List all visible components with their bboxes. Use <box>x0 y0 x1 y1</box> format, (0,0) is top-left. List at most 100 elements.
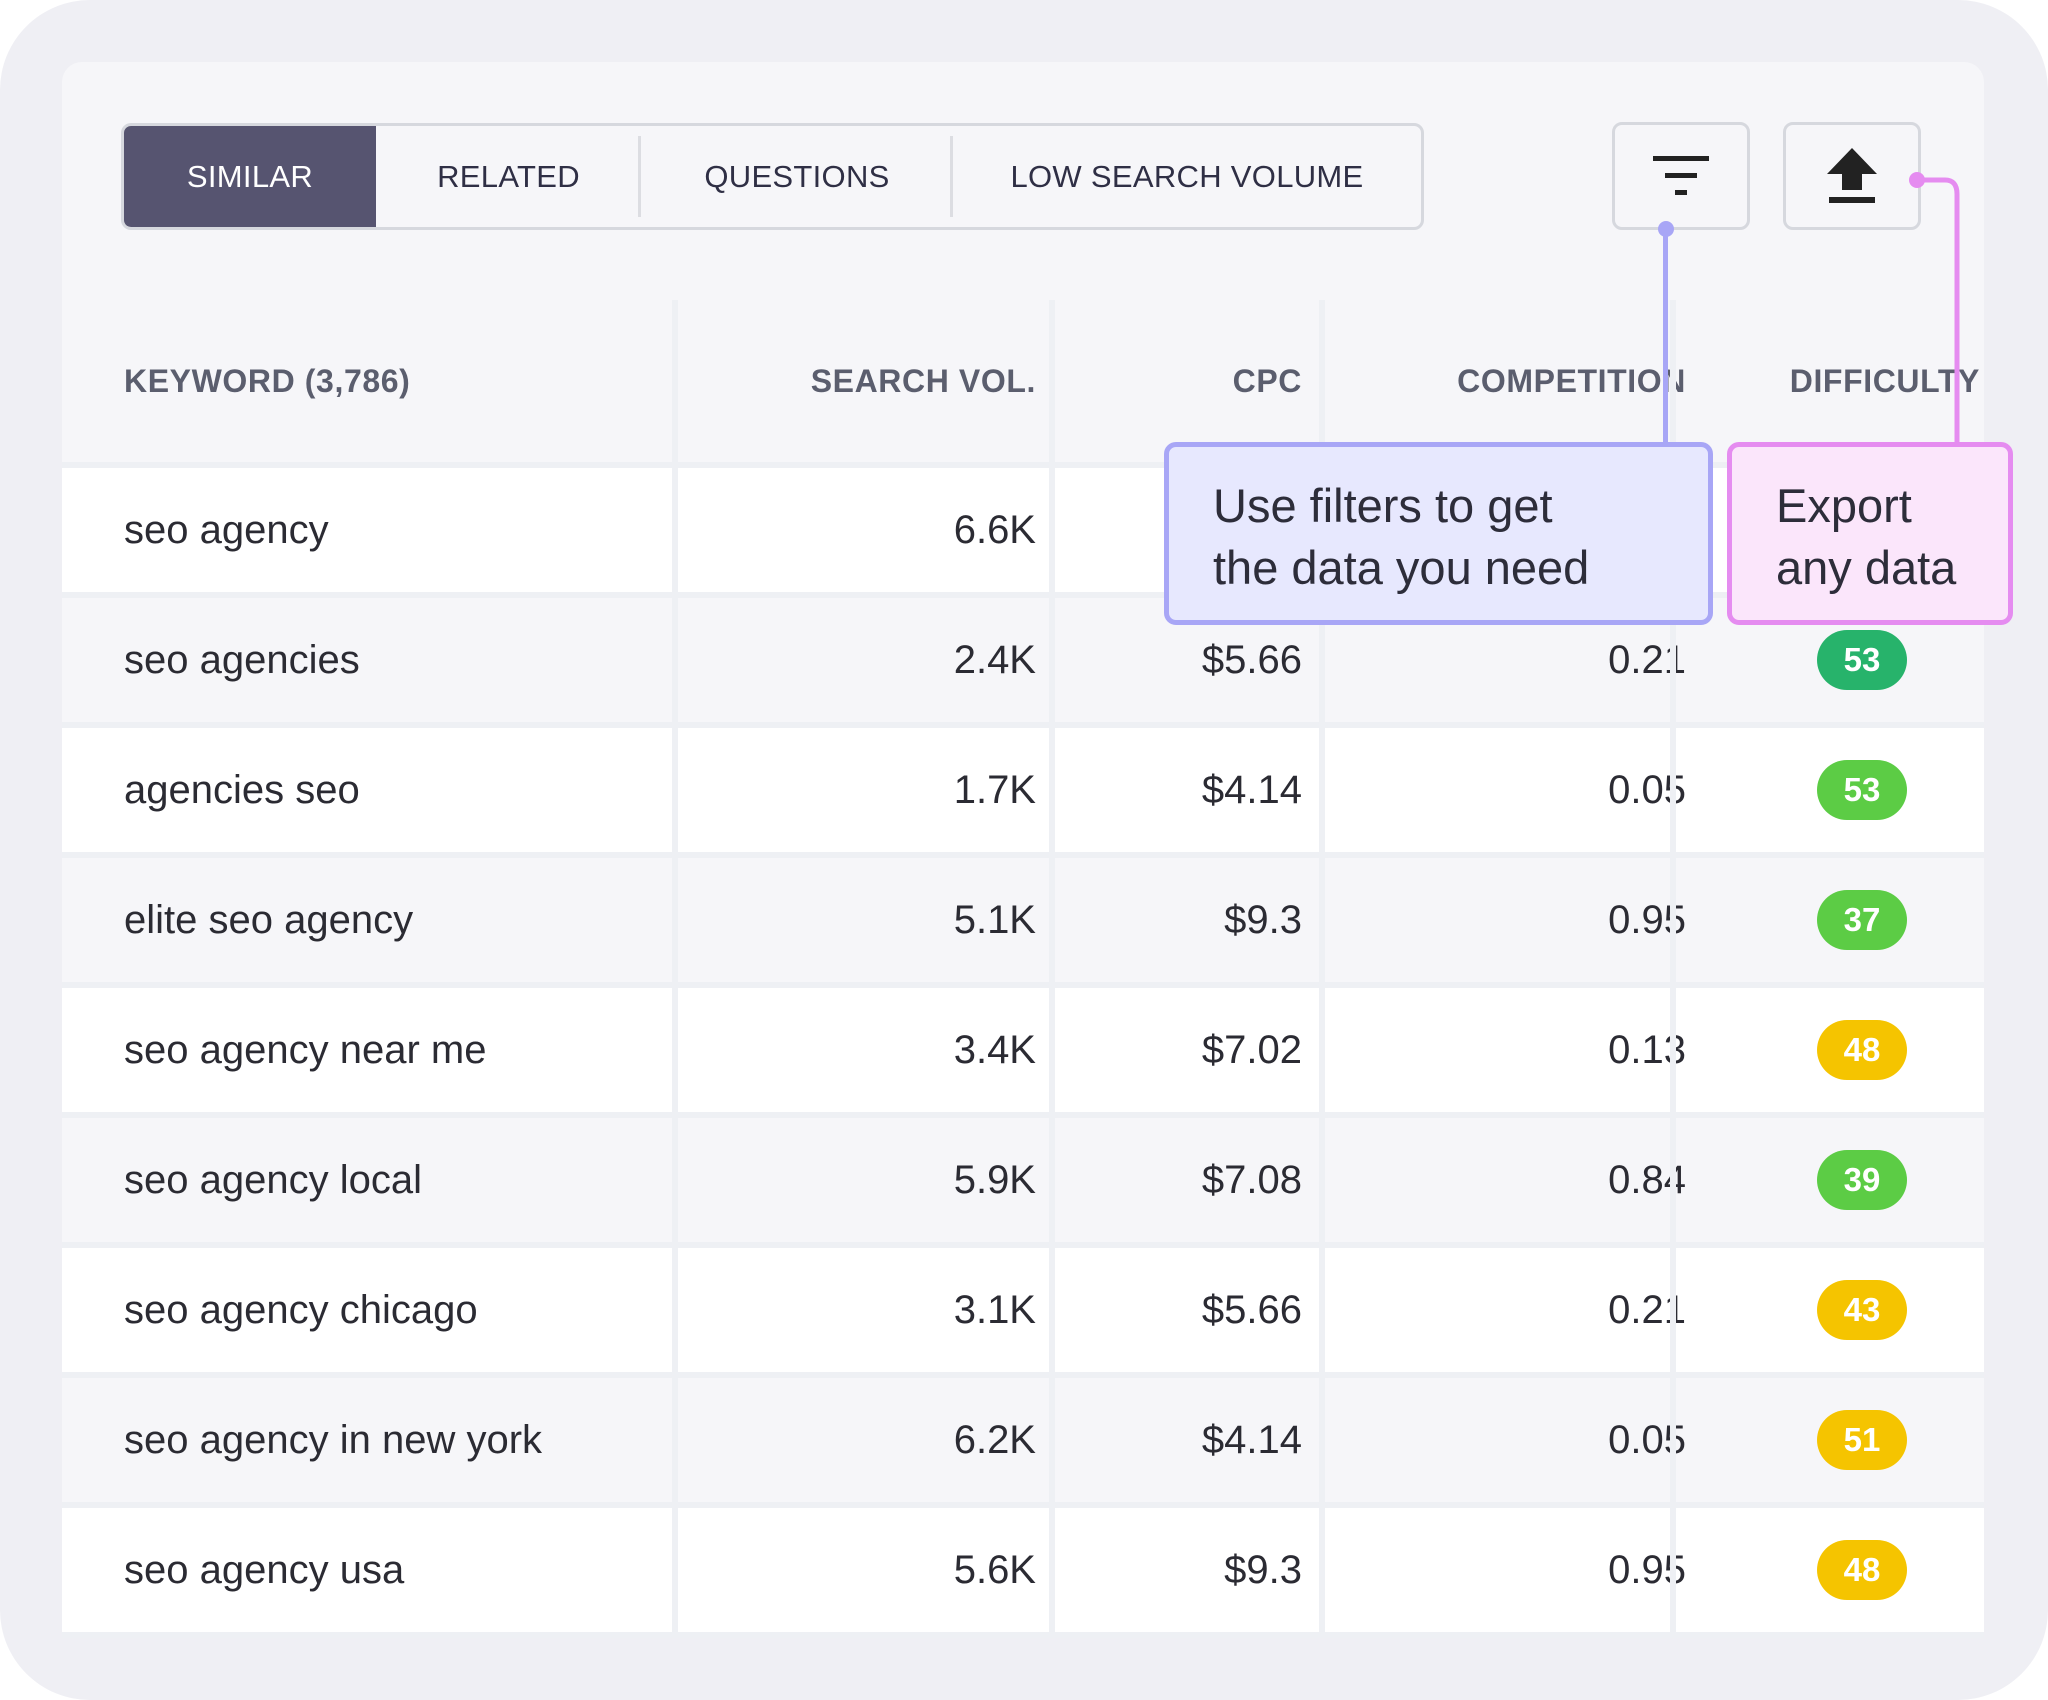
difficulty-badge: 48 <box>1817 1540 1907 1600</box>
difficulty-badge: 48 <box>1817 1020 1907 1080</box>
column-divider <box>1319 1508 1325 1632</box>
column-divider <box>1319 1118 1325 1242</box>
cpc-cell: $5.66 <box>1201 1287 1302 1332</box>
cpc-cell: $7.02 <box>1201 1027 1302 1072</box>
keyword-table: KEYWORD (3,786) SEARCH VOL. CPC COMPETIT… <box>62 300 1984 1638</box>
tab-similar-label: SIMILAR <box>186 158 314 194</box>
header-competition[interactable]: COMPETITION <box>1457 362 1686 399</box>
cpc-cell: $7.08 <box>1201 1157 1302 1202</box>
difficulty-badge: 51 <box>1817 1410 1907 1470</box>
column-divider <box>1049 468 1055 592</box>
keyword-cell[interactable]: elite seo agency <box>124 897 414 942</box>
competition-cell: 0.13 <box>1608 1027 1686 1072</box>
table-row[interactable]: agencies seo 1.7K $4.14 0.05 53 <box>62 728 1984 858</box>
column-divider <box>1670 1378 1676 1502</box>
header-difficulty[interactable]: DIFFICULTY <box>1789 362 1980 399</box>
cpc-cell: $5.66 <box>1201 637 1302 682</box>
search-vol-cell: 6.6K <box>953 507 1036 552</box>
competition-cell: 0.84 <box>1608 1157 1686 1202</box>
column-divider <box>672 728 678 852</box>
difficulty-badge: 39 <box>1817 1150 1907 1210</box>
keyword-cell[interactable]: seo agency <box>124 507 329 552</box>
filter-tooltip: Use filters to get the data you need <box>1164 442 1713 625</box>
table-row[interactable]: seo agency near me 3.4K $7.02 0.13 48 <box>62 988 1984 1118</box>
tab-low-search-volume-label: LOW SEARCH VOLUME <box>1010 158 1364 194</box>
keyword-cell[interactable]: seo agency usa <box>124 1547 405 1592</box>
export-tooltip-line2: any data <box>1776 541 1957 594</box>
table-row[interactable]: seo agency chicago 3.1K $5.66 0.21 43 <box>62 1248 1984 1378</box>
tab-questions-label: QUESTIONS <box>704 158 890 194</box>
filter-tooltip-line1: Use filters to get <box>1213 479 1553 532</box>
keyword-cell[interactable]: seo agencies <box>124 637 360 682</box>
column-divider <box>1319 300 1325 462</box>
filter-tooltip-line2: the data you need <box>1213 541 1590 594</box>
competition-cell: 0.05 <box>1608 1417 1686 1462</box>
cpc-cell: $4.14 <box>1201 1417 1302 1462</box>
search-vol-cell: 6.2K <box>953 1417 1036 1462</box>
tab-low-search-volume[interactable]: LOW SEARCH VOLUME <box>953 126 1421 227</box>
column-divider <box>1049 858 1055 982</box>
column-divider <box>1049 300 1055 462</box>
competition-cell: 0.05 <box>1608 767 1686 812</box>
column-divider <box>672 468 678 592</box>
table-row[interactable]: seo agency in new york 6.2K $4.14 0.05 51 <box>62 1378 1984 1508</box>
keyword-cell[interactable]: seo agency chicago <box>124 1287 478 1332</box>
filter-button[interactable] <box>1612 122 1750 230</box>
tab-divider <box>638 136 641 217</box>
export-button[interactable] <box>1783 122 1921 230</box>
table-row[interactable]: seo agency usa 5.6K $9.3 0.95 48 <box>62 1508 1984 1638</box>
column-divider <box>672 858 678 982</box>
difficulty-cell: 37 <box>1742 858 1982 982</box>
competition-cell: 0.95 <box>1608 897 1686 942</box>
column-divider <box>1670 728 1676 852</box>
difficulty-cell: 53 <box>1742 728 1982 852</box>
tab-questions[interactable]: QUESTIONS <box>641 126 953 227</box>
search-vol-cell: 5.1K <box>953 897 1036 942</box>
table-row[interactable]: seo agency local 5.9K $7.08 0.84 39 <box>62 1118 1984 1248</box>
search-vol-cell: 5.6K <box>953 1547 1036 1592</box>
column-divider <box>672 1118 678 1242</box>
column-divider <box>672 988 678 1112</box>
column-divider <box>1319 1248 1325 1372</box>
tab-divider <box>950 136 953 217</box>
header-search-vol[interactable]: SEARCH VOL. <box>810 362 1036 399</box>
difficulty-cell: 48 <box>1742 1508 1982 1632</box>
column-divider <box>672 300 678 462</box>
competition-cell: 0.95 <box>1608 1547 1686 1592</box>
header-cpc[interactable]: CPC <box>1232 362 1302 399</box>
column-divider <box>1049 1248 1055 1372</box>
header-keyword[interactable]: KEYWORD (3,786) <box>124 362 411 399</box>
column-divider <box>1049 728 1055 852</box>
column-divider <box>1670 300 1676 462</box>
column-divider <box>1319 598 1325 722</box>
keyword-cell[interactable]: agencies seo <box>124 767 360 812</box>
difficulty-badge: 53 <box>1817 760 1907 820</box>
difficulty-badge: 53 <box>1817 630 1907 690</box>
filter-icon <box>1653 156 1709 195</box>
difficulty-cell: 51 <box>1742 1378 1982 1502</box>
column-divider <box>672 598 678 722</box>
filter-callout-connector <box>1658 221 1674 449</box>
difficulty-cell: 39 <box>1742 1118 1982 1242</box>
column-divider <box>672 1508 678 1632</box>
difficulty-badge: 43 <box>1817 1280 1907 1340</box>
column-divider <box>1319 858 1325 982</box>
column-divider <box>1670 1508 1676 1632</box>
keyword-cell[interactable]: seo agency near me <box>124 1027 487 1072</box>
keyword-cell[interactable]: seo agency local <box>124 1157 422 1202</box>
search-vol-cell: 3.1K <box>953 1287 1036 1332</box>
table-row[interactable]: elite seo agency 5.1K $9.3 0.95 37 <box>62 858 1984 988</box>
column-divider <box>672 1248 678 1372</box>
search-vol-cell: 2.4K <box>953 637 1036 682</box>
column-divider <box>1670 1118 1676 1242</box>
search-vol-cell: 1.7K <box>953 767 1036 812</box>
column-divider <box>1670 988 1676 1112</box>
column-divider <box>672 1378 678 1502</box>
column-divider <box>1319 1378 1325 1502</box>
column-divider <box>1049 1118 1055 1242</box>
tab-related[interactable]: RELATED <box>376 126 641 227</box>
column-divider <box>1319 728 1325 852</box>
keyword-cell[interactable]: seo agency in new york <box>124 1417 543 1462</box>
tab-similar[interactable]: SIMILAR <box>124 126 376 227</box>
search-vol-cell: 3.4K <box>953 1027 1036 1072</box>
